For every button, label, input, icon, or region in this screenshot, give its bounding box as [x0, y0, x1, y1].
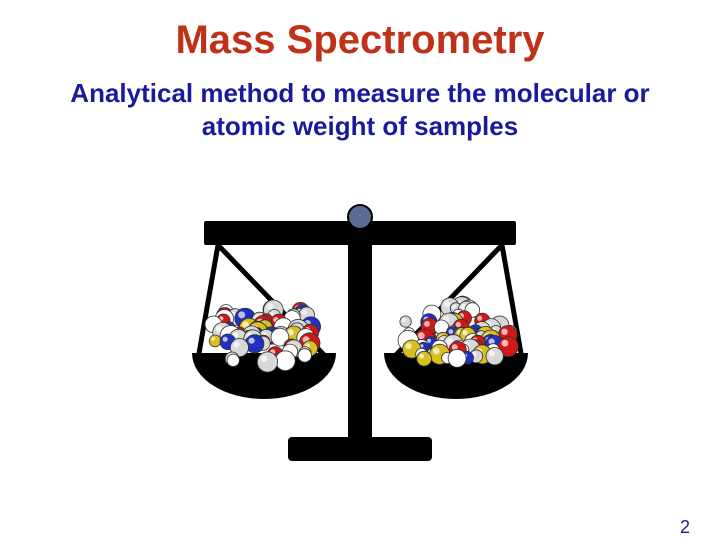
page-number: 2 [680, 517, 690, 538]
balance-scale-figure [180, 203, 540, 493]
slide: Mass Spectrometry Analytical method to m… [0, 18, 720, 540]
slide-title: Mass Spectrometry [0, 18, 720, 63]
balance-scale-svg [180, 203, 540, 493]
fulcrum-dot-icon [348, 205, 372, 229]
slide-subtitle: Analytical method to measure the molecul… [0, 77, 720, 142]
